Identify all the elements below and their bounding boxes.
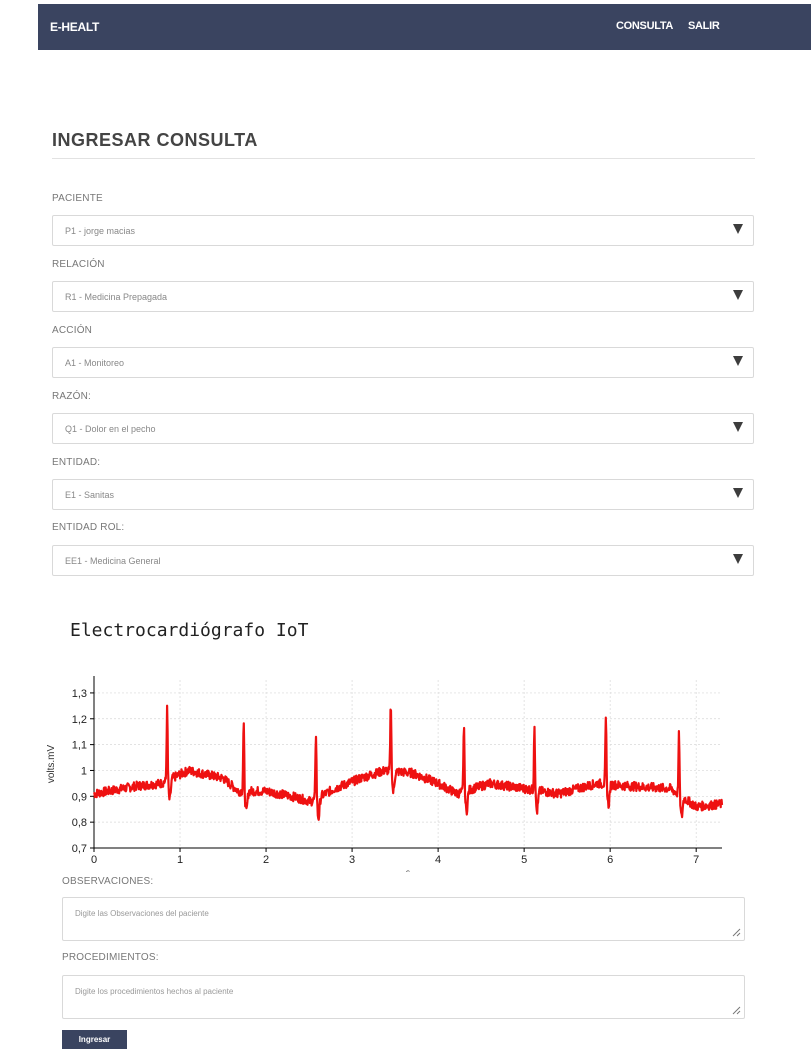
y-tick-label: 0,7 xyxy=(72,843,87,855)
x-tick-label: 6 xyxy=(607,854,613,866)
dropdown-caret-icon xyxy=(733,356,743,366)
accion-select[interactable]: A1 - Monitoreo xyxy=(52,347,754,378)
y-tick-label: 1 xyxy=(81,765,87,777)
entidad-select[interactable]: E1 - Sanitas xyxy=(52,479,754,510)
x-tick-label: 3 xyxy=(349,854,355,866)
entidad-select-value: E1 - Sanitas xyxy=(65,490,115,500)
entidad-rol-label: ENTIDAD ROL: xyxy=(52,522,125,533)
dropdown-caret-icon xyxy=(733,554,743,564)
procedimientos-label: PROCEDIMIENTOS: xyxy=(62,952,159,963)
x-tick-label: 5 xyxy=(521,854,527,866)
accion-select-value: A1 - Monitoreo xyxy=(65,358,125,368)
dropdown-caret-icon xyxy=(733,290,743,300)
x-tick-label: 2 xyxy=(263,854,269,866)
resize-grip-icon[interactable] xyxy=(731,1005,741,1015)
page-title: INGRESAR CONSULTA xyxy=(52,130,258,150)
observaciones-placeholder: Digite las Observaciones del paciente xyxy=(75,909,209,918)
ecg-chart: 0 1 2 3 4 5 6 7 0,7 0,8 0,9 1 1,1 1,2 1,3 volts.mV s xyxy=(46,676,724,872)
chart-series xyxy=(93,704,724,821)
relacion-label: RELACIÓN xyxy=(52,259,105,270)
x-tick-label: 7 xyxy=(693,854,699,866)
paciente-label: PACIENTE xyxy=(52,193,103,204)
top-navbar: E-HEALT CONSULTA SALIR xyxy=(38,4,811,50)
nav-link-consulta[interactable]: CONSULTA xyxy=(616,20,674,32)
ingresar-button[interactable]: Ingresar xyxy=(62,1030,127,1049)
paciente-select[interactable]: P1 - jorge macias xyxy=(52,215,754,246)
y-tick-label: 1,2 xyxy=(72,714,87,726)
chart-axes xyxy=(90,676,722,852)
relacion-select[interactable]: R1 - Medicina Prepagada xyxy=(52,281,754,312)
procedimientos-textarea[interactable]: Digite los procedimientos hechos al paci… xyxy=(62,975,745,1019)
relacion-select-value: R1 - Medicina Prepagada xyxy=(65,292,168,302)
dropdown-caret-icon xyxy=(733,422,743,432)
paciente-select-value: P1 - jorge macias xyxy=(65,226,136,236)
title-divider xyxy=(52,158,755,159)
y-tick-label: 0,8 xyxy=(72,817,87,829)
chart-title: Electrocardiógrafo IoT xyxy=(70,620,309,641)
y-tick-label: 1,1 xyxy=(72,740,87,752)
brand-logo[interactable]: E-HEALT xyxy=(50,20,100,34)
observaciones-label: OBSERVACIONES: xyxy=(62,876,154,887)
chart-tick-labels: 0 1 2 3 4 5 6 7 0,7 0,8 0,9 1 1,1 1,2 1,3 xyxy=(72,688,700,866)
entidad-label: ENTIDAD: xyxy=(52,457,101,468)
dropdown-caret-icon xyxy=(733,488,743,498)
resize-grip-icon[interactable] xyxy=(731,927,741,937)
x-tick-label: 1 xyxy=(177,854,183,866)
observaciones-textarea[interactable]: Digite las Observaciones del paciente xyxy=(62,897,745,941)
x-axis-label: s xyxy=(406,868,410,872)
procedimientos-placeholder: Digite los procedimientos hechos al paci… xyxy=(75,987,234,996)
y-tick-label: 1,3 xyxy=(72,688,87,700)
x-tick-label: 0 xyxy=(91,854,97,866)
razon-select[interactable]: Q1 - Dolor en el pecho xyxy=(52,413,754,444)
dropdown-caret-icon xyxy=(733,224,743,234)
entidad-rol-select-value: EE1 - Medicina General xyxy=(65,556,161,566)
y-axis-label: volts.mV xyxy=(46,745,57,784)
entidad-rol-select[interactable]: EE1 - Medicina General xyxy=(52,545,754,576)
accion-label: ACCIÓN xyxy=(52,325,93,336)
ecg-signal-line xyxy=(93,704,724,821)
razon-select-value: Q1 - Dolor en el pecho xyxy=(65,424,156,434)
y-tick-label: 0,9 xyxy=(72,791,87,803)
chart-grid xyxy=(93,680,722,849)
nav-link-salir[interactable]: SALIR xyxy=(688,20,720,32)
x-tick-label: 4 xyxy=(435,854,441,866)
razon-label: RAZÓN: xyxy=(52,391,91,402)
